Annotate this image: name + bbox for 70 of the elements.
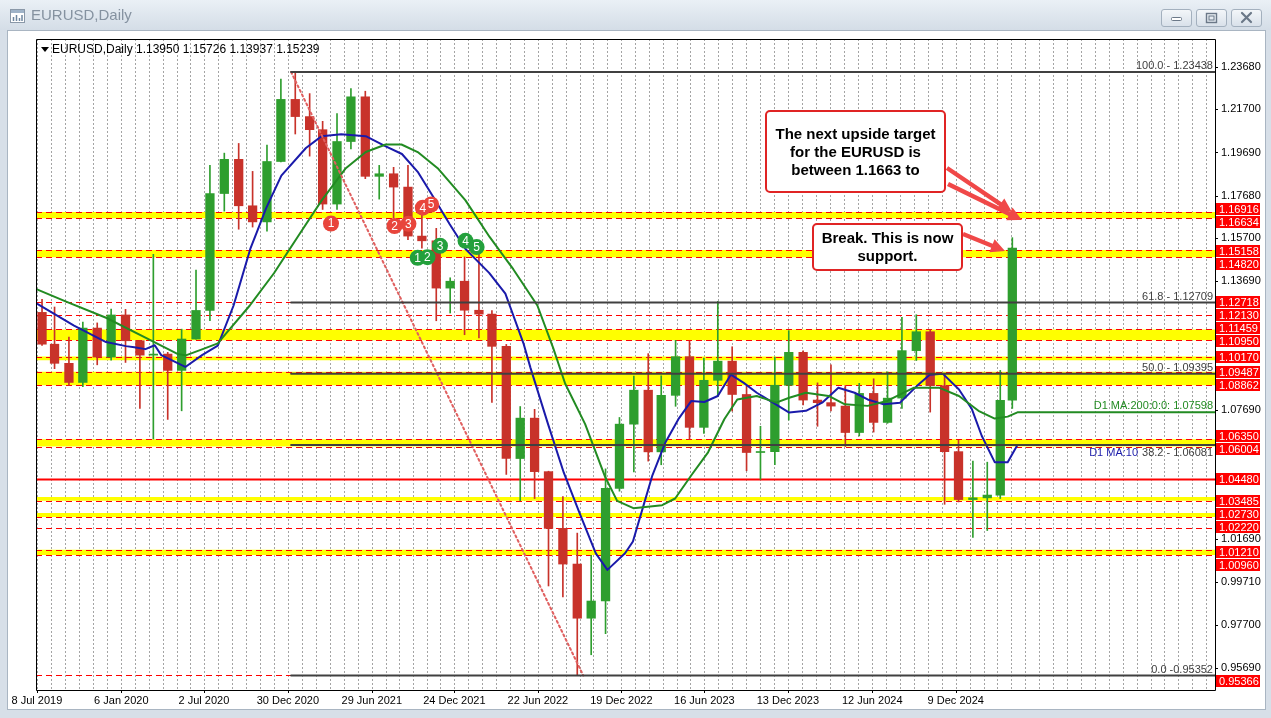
y-tick-label: 1.01690 bbox=[1221, 532, 1261, 545]
annotation: 1 bbox=[327, 216, 335, 231]
x-tick-label: 19 Dec 2022 bbox=[590, 693, 653, 706]
annotation: 2 bbox=[424, 249, 432, 264]
x-tick-label: 29 Jun 2021 bbox=[341, 693, 403, 706]
chart-subtitle: EURUSD,Daily 1.13950 1.15726 1.13937 1.15239 bbox=[52, 42, 320, 56]
candlestick bbox=[474, 254, 484, 339]
x-tick-label: 13 Dec 2023 bbox=[756, 693, 820, 706]
candlestick bbox=[586, 555, 596, 656]
x-tick-label: 2 Jul 2020 bbox=[178, 693, 230, 706]
x-tick-label: 16 Jun 2023 bbox=[674, 693, 735, 706]
ref-line-label: 0.95366 bbox=[1219, 674, 1259, 687]
candlestick bbox=[968, 460, 978, 538]
annotation: 1 bbox=[414, 250, 422, 265]
series-label: 100.0 - 1.23438 bbox=[1135, 58, 1213, 71]
callout: The next upside target for the EURUSD is between 1.1663 to bbox=[765, 110, 946, 193]
x-tick-label: 12 Jun 2024 bbox=[841, 693, 903, 706]
series-label: 38.2 - 1.06081 bbox=[1142, 445, 1213, 458]
ref-line-label: 1.02730 bbox=[1219, 507, 1259, 520]
x-tick-label: 22 Jun 2022 bbox=[507, 693, 569, 706]
x-tick-label: 24 Dec 2021 bbox=[423, 693, 486, 706]
ref-line-label: 1.12130 bbox=[1219, 308, 1259, 321]
y-tick-label: 1.19690 bbox=[1221, 145, 1261, 158]
ref-line-label: 1.16634 bbox=[1219, 215, 1259, 228]
ref-line-label: 1.11459 bbox=[1219, 321, 1258, 334]
x-tick-label: 8 Jul 2019 bbox=[11, 693, 63, 706]
y-tick-label: 0.95690 bbox=[1221, 661, 1261, 674]
ref-line-label: 1.10950 bbox=[1219, 334, 1259, 347]
callout: Break. This is now support. bbox=[812, 223, 963, 271]
ref-line-label: 1.15158 bbox=[1219, 244, 1259, 257]
chart-title: EURUSD,Daily bbox=[31, 6, 132, 24]
ref-line-label: 1.02220 bbox=[1219, 520, 1259, 533]
series-label: 61.8 - 1.12709 bbox=[1142, 289, 1213, 302]
annotation: 5 bbox=[473, 239, 481, 254]
series-label: D1 MA:10 bbox=[1089, 445, 1139, 458]
candlestick bbox=[374, 165, 384, 200]
y-tick-label: 1.21700 bbox=[1221, 102, 1261, 115]
x-tick-label: 6 Jan 2020 bbox=[94, 693, 149, 706]
series-label: D1 MA:200:0:0: 1.07598 bbox=[1093, 399, 1213, 412]
annotation: 4 bbox=[419, 200, 427, 215]
ref-line-label: 1.01210 bbox=[1219, 545, 1259, 558]
series-label: 0.0 -0.95352 bbox=[1151, 662, 1213, 675]
y-tick-label: 1.07690 bbox=[1221, 403, 1261, 416]
y-tick-label: 0.97700 bbox=[1221, 618, 1261, 631]
ref-line-label: 1.06004 bbox=[1219, 442, 1259, 455]
ref-line-label: 1.08862 bbox=[1219, 378, 1259, 391]
annotation: 4 bbox=[462, 233, 470, 248]
x-tick-label: 30 Dec 2020 bbox=[256, 693, 320, 706]
annotation: 2 bbox=[391, 218, 399, 233]
ref-line-label: 1.03485 bbox=[1219, 494, 1259, 507]
ref-line-label: 1.04480 bbox=[1219, 472, 1259, 485]
candlestick bbox=[135, 339, 145, 409]
annotation: 3 bbox=[405, 216, 413, 231]
ref-line-label: 1.14820 bbox=[1219, 257, 1259, 270]
y-tick-label: 1.23680 bbox=[1221, 59, 1261, 72]
y-tick-label: 0.99710 bbox=[1221, 574, 1261, 587]
annotation: 3 bbox=[436, 238, 444, 253]
ref-line-label: 1.09487 bbox=[1219, 365, 1259, 378]
y-tick-label: 1.17680 bbox=[1221, 188, 1261, 201]
ref-line-label: 1.12718 bbox=[1219, 295, 1259, 308]
ref-line-label: 1.10170 bbox=[1219, 350, 1259, 363]
ref-line-label: 1.00960 bbox=[1219, 558, 1259, 571]
x-tick-label: 9 Dec 2024 bbox=[927, 693, 984, 706]
ref-line-label: 1.06350 bbox=[1219, 429, 1259, 442]
y-tick-label: 1.15700 bbox=[1221, 231, 1261, 244]
series-label: 50.0 - 1.09395 bbox=[1142, 360, 1213, 373]
y-tick-label: 1.13690 bbox=[1221, 274, 1261, 287]
candlestick bbox=[445, 277, 455, 314]
ref-line-label: 1.16916 bbox=[1219, 202, 1259, 215]
annotation: 5 bbox=[427, 197, 435, 212]
